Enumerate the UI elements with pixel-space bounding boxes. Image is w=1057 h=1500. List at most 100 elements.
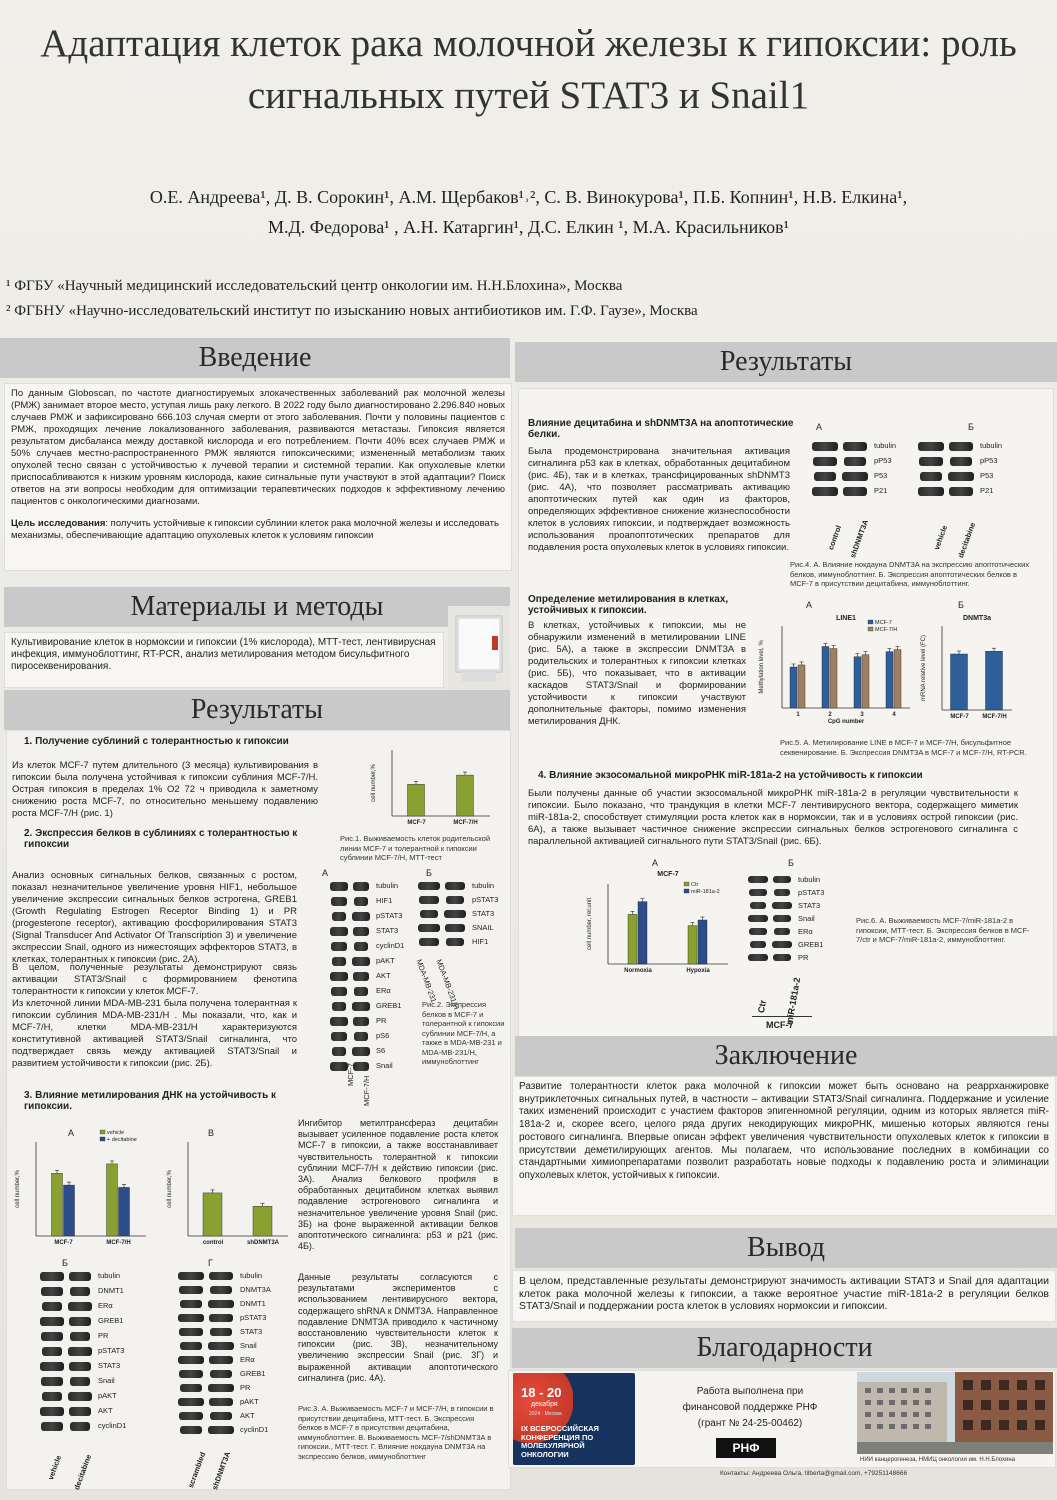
title-line-1: Адаптация клеток рака молочной железы к … bbox=[40, 22, 1017, 65]
blot-label: STAT3 bbox=[98, 1361, 121, 1370]
chart-bar bbox=[985, 651, 1003, 711]
legend-label: MCF-7 bbox=[875, 620, 892, 626]
chart-bar bbox=[789, 666, 798, 709]
affiliation-2: ² ФГБНУ «Научно-исследовательский инстит… bbox=[6, 303, 698, 319]
chart-bar bbox=[893, 649, 902, 709]
blot-label: Snail bbox=[376, 1061, 393, 1070]
blot-band bbox=[773, 876, 791, 883]
blot-band bbox=[179, 1412, 203, 1420]
blot-label: PR bbox=[98, 1331, 109, 1340]
blot-label: AKT bbox=[376, 971, 391, 980]
contacts: Контакты: Андреева Ольга, tilberta@gmail… bbox=[720, 1470, 908, 1477]
blot-label: tubulin bbox=[472, 881, 495, 890]
blot-band bbox=[208, 1426, 234, 1434]
blot-band bbox=[445, 882, 465, 890]
blot-band bbox=[210, 1286, 232, 1294]
blot-band bbox=[949, 442, 973, 451]
chart-bar bbox=[407, 784, 425, 817]
chart-bar bbox=[687, 925, 698, 965]
blot-band bbox=[70, 1332, 90, 1341]
chart-bar bbox=[252, 1206, 273, 1237]
x-tick-label: shDNMT3A bbox=[247, 1240, 280, 1246]
blot-band bbox=[178, 1398, 204, 1406]
blot-band bbox=[352, 957, 370, 966]
blot-label: DNMT1 bbox=[240, 1299, 266, 1308]
blot-label: pSTAT3 bbox=[798, 888, 825, 897]
chart-bar bbox=[202, 1192, 223, 1237]
blot-label: AKT bbox=[240, 1411, 255, 1420]
blot-band bbox=[419, 938, 439, 946]
chart-bar bbox=[821, 646, 830, 709]
blot-band bbox=[418, 924, 440, 932]
fig6b-letter: Б bbox=[788, 858, 794, 868]
blot-label: PR bbox=[240, 1383, 251, 1392]
fig2a-lane-mcf7: MCF-7 bbox=[346, 1063, 355, 1086]
grant-line-1: Работа выполнена при bbox=[696, 1386, 804, 1397]
fig5-caption: Рис.5. А. Метилирование LINE в MCF-7 и M… bbox=[780, 738, 1027, 757]
blot-band bbox=[773, 954, 791, 961]
blot-label: pP53 bbox=[874, 456, 892, 465]
blot-label: Snail bbox=[98, 1376, 115, 1385]
blot-label: S6 bbox=[376, 1046, 386, 1055]
intro-box: По данным Globoscan, по частоте диагност… bbox=[4, 383, 512, 571]
blot-band bbox=[353, 927, 369, 936]
blot-label: GREB1 bbox=[240, 1369, 266, 1378]
blot-band bbox=[208, 1300, 234, 1308]
blot-label: Snail bbox=[240, 1341, 257, 1350]
blot-label: AKT bbox=[98, 1406, 113, 1415]
results-p1: Из клеток MCF-7 путем длительного (3 мес… bbox=[12, 760, 318, 819]
section-results-left-header: Результаты bbox=[4, 690, 510, 730]
blot-band bbox=[353, 882, 369, 891]
x-tick-label: MCF-7 bbox=[407, 820, 426, 826]
blot-band bbox=[843, 487, 867, 496]
blot-band bbox=[69, 1407, 91, 1416]
authors-line-2: М.Д. Федорова¹ , А.Н. Катаргин¹, Д.С. Ел… bbox=[268, 217, 789, 237]
results-p8: В клетках, устойчивых к гипоксии, мы не … bbox=[528, 620, 746, 727]
results-p9: Были получены данные об участии экзосома… bbox=[528, 788, 1018, 847]
section-results-right-header: Результаты bbox=[515, 342, 1057, 382]
blot-band bbox=[209, 1272, 233, 1280]
blot-band bbox=[772, 902, 792, 909]
blot-band bbox=[842, 472, 868, 481]
blot-band bbox=[41, 1287, 63, 1296]
results-p5: Ингибитор метилтрансфераз децитабин вызы… bbox=[298, 1118, 498, 1252]
blot-band bbox=[330, 882, 348, 891]
blot-band bbox=[42, 1302, 62, 1311]
conference-logo-shape bbox=[513, 1373, 573, 1465]
blot-label: STAT3 bbox=[798, 901, 821, 910]
results-h5: Определение метилирования в клетках, уст… bbox=[528, 594, 729, 616]
fig5b-chart: mRNA relative level (FC) DNMT3a MCF-7 MCF-7… bbox=[921, 615, 1012, 720]
blot-band bbox=[208, 1384, 234, 1392]
blot-band bbox=[354, 942, 368, 951]
conclusion-text: Развитие толерантности клеток рака молоч… bbox=[519, 1081, 1049, 1181]
blot-label: ERα bbox=[376, 986, 391, 995]
blot-band bbox=[210, 1412, 232, 1420]
chart-bar bbox=[853, 656, 862, 709]
legend-label: Ctr bbox=[691, 882, 699, 888]
blot-label: GREB1 bbox=[798, 940, 824, 949]
blot-band bbox=[41, 1332, 63, 1341]
blot-band bbox=[330, 927, 348, 936]
blot-band bbox=[179, 1286, 203, 1294]
blot-label: GREB1 bbox=[376, 1001, 402, 1010]
chart-bar bbox=[63, 1184, 75, 1237]
fig4a-letter: А bbox=[816, 422, 823, 432]
results-p4: Из клеточной линии MDA-MB-231 была получ… bbox=[12, 998, 297, 1069]
chart-bar bbox=[697, 919, 708, 965]
fig4b-blot: tubulin pP53 P53 P21 bbox=[918, 440, 1028, 510]
intro-text: По данным Globoscan, по частоте диагност… bbox=[11, 388, 505, 507]
x-tick-label: Normoxia bbox=[624, 968, 652, 974]
blot-band bbox=[748, 915, 768, 922]
x-tick-label: MCF-7 bbox=[54, 1240, 73, 1246]
legend-label: vehicle bbox=[107, 1130, 124, 1136]
results-h3: 3. Влияние метилирования ДНК на устойчив… bbox=[24, 1090, 277, 1112]
chart-title: MCF-7 bbox=[657, 871, 678, 878]
chart-bar bbox=[637, 901, 648, 965]
blot-band bbox=[418, 882, 440, 890]
blot-band bbox=[750, 941, 766, 948]
blot-band bbox=[331, 987, 347, 996]
fig4b-letter: Б bbox=[968, 422, 974, 432]
fig2b-letter: Б bbox=[426, 868, 432, 878]
incubator-image bbox=[448, 606, 510, 690]
blot-label: cyclinD1 bbox=[98, 1421, 127, 1430]
